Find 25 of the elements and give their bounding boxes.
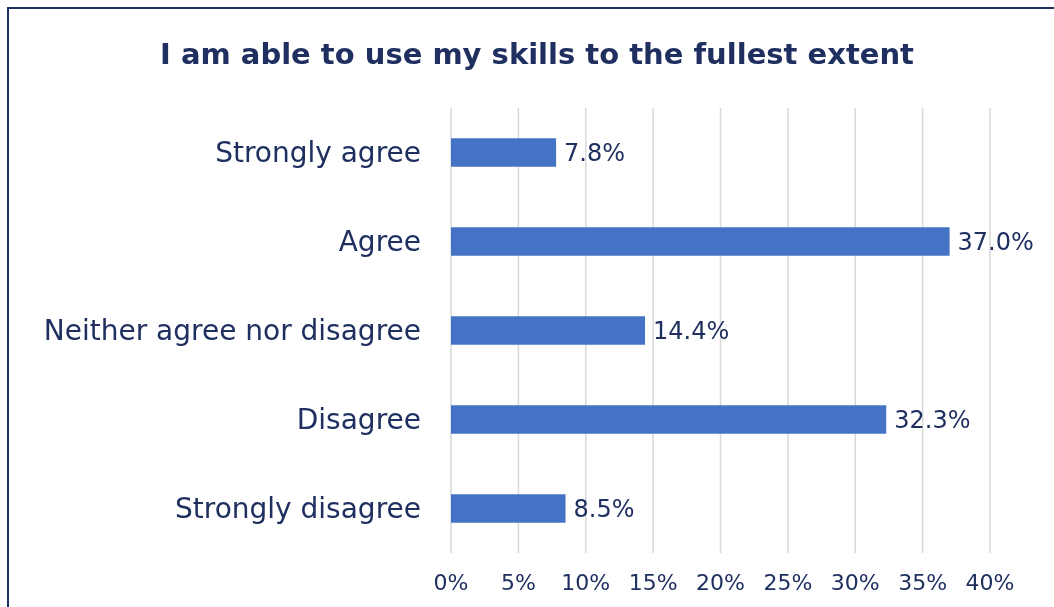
bar (451, 316, 646, 345)
data-label: 14.4% (653, 316, 730, 345)
x-tick-label: 40% (965, 570, 1015, 595)
data-label: 8.5% (573, 494, 635, 523)
bar (451, 138, 557, 167)
x-tick-label: 35% (898, 570, 948, 595)
y-tick-label: Agree (338, 225, 421, 259)
chart-title: I am able to use my skills to the fullest extent (160, 37, 915, 71)
bar (451, 405, 887, 434)
data-label: 37.0% (957, 227, 1034, 256)
x-tick-label: 5% (500, 570, 536, 595)
x-tick-label: 20% (696, 570, 745, 595)
bar (451, 494, 566, 523)
data-label: 32.3% (894, 405, 971, 434)
x-tick-label: 10% (561, 570, 611, 595)
y-tick-label: Strongly disagree (175, 492, 421, 526)
x-tick-label: 30% (830, 570, 880, 595)
data-label: 7.8% (564, 138, 626, 167)
y-tick-label: Neither agree nor disagree (43, 314, 421, 348)
y-tick-label: Strongly agree (215, 136, 421, 170)
x-tick-label: 15% (628, 570, 678, 595)
x-tick-label: 25% (763, 570, 813, 595)
x-tick-label: 0% (433, 570, 469, 595)
y-tick-label: Disagree (296, 403, 421, 437)
bar (451, 227, 950, 256)
